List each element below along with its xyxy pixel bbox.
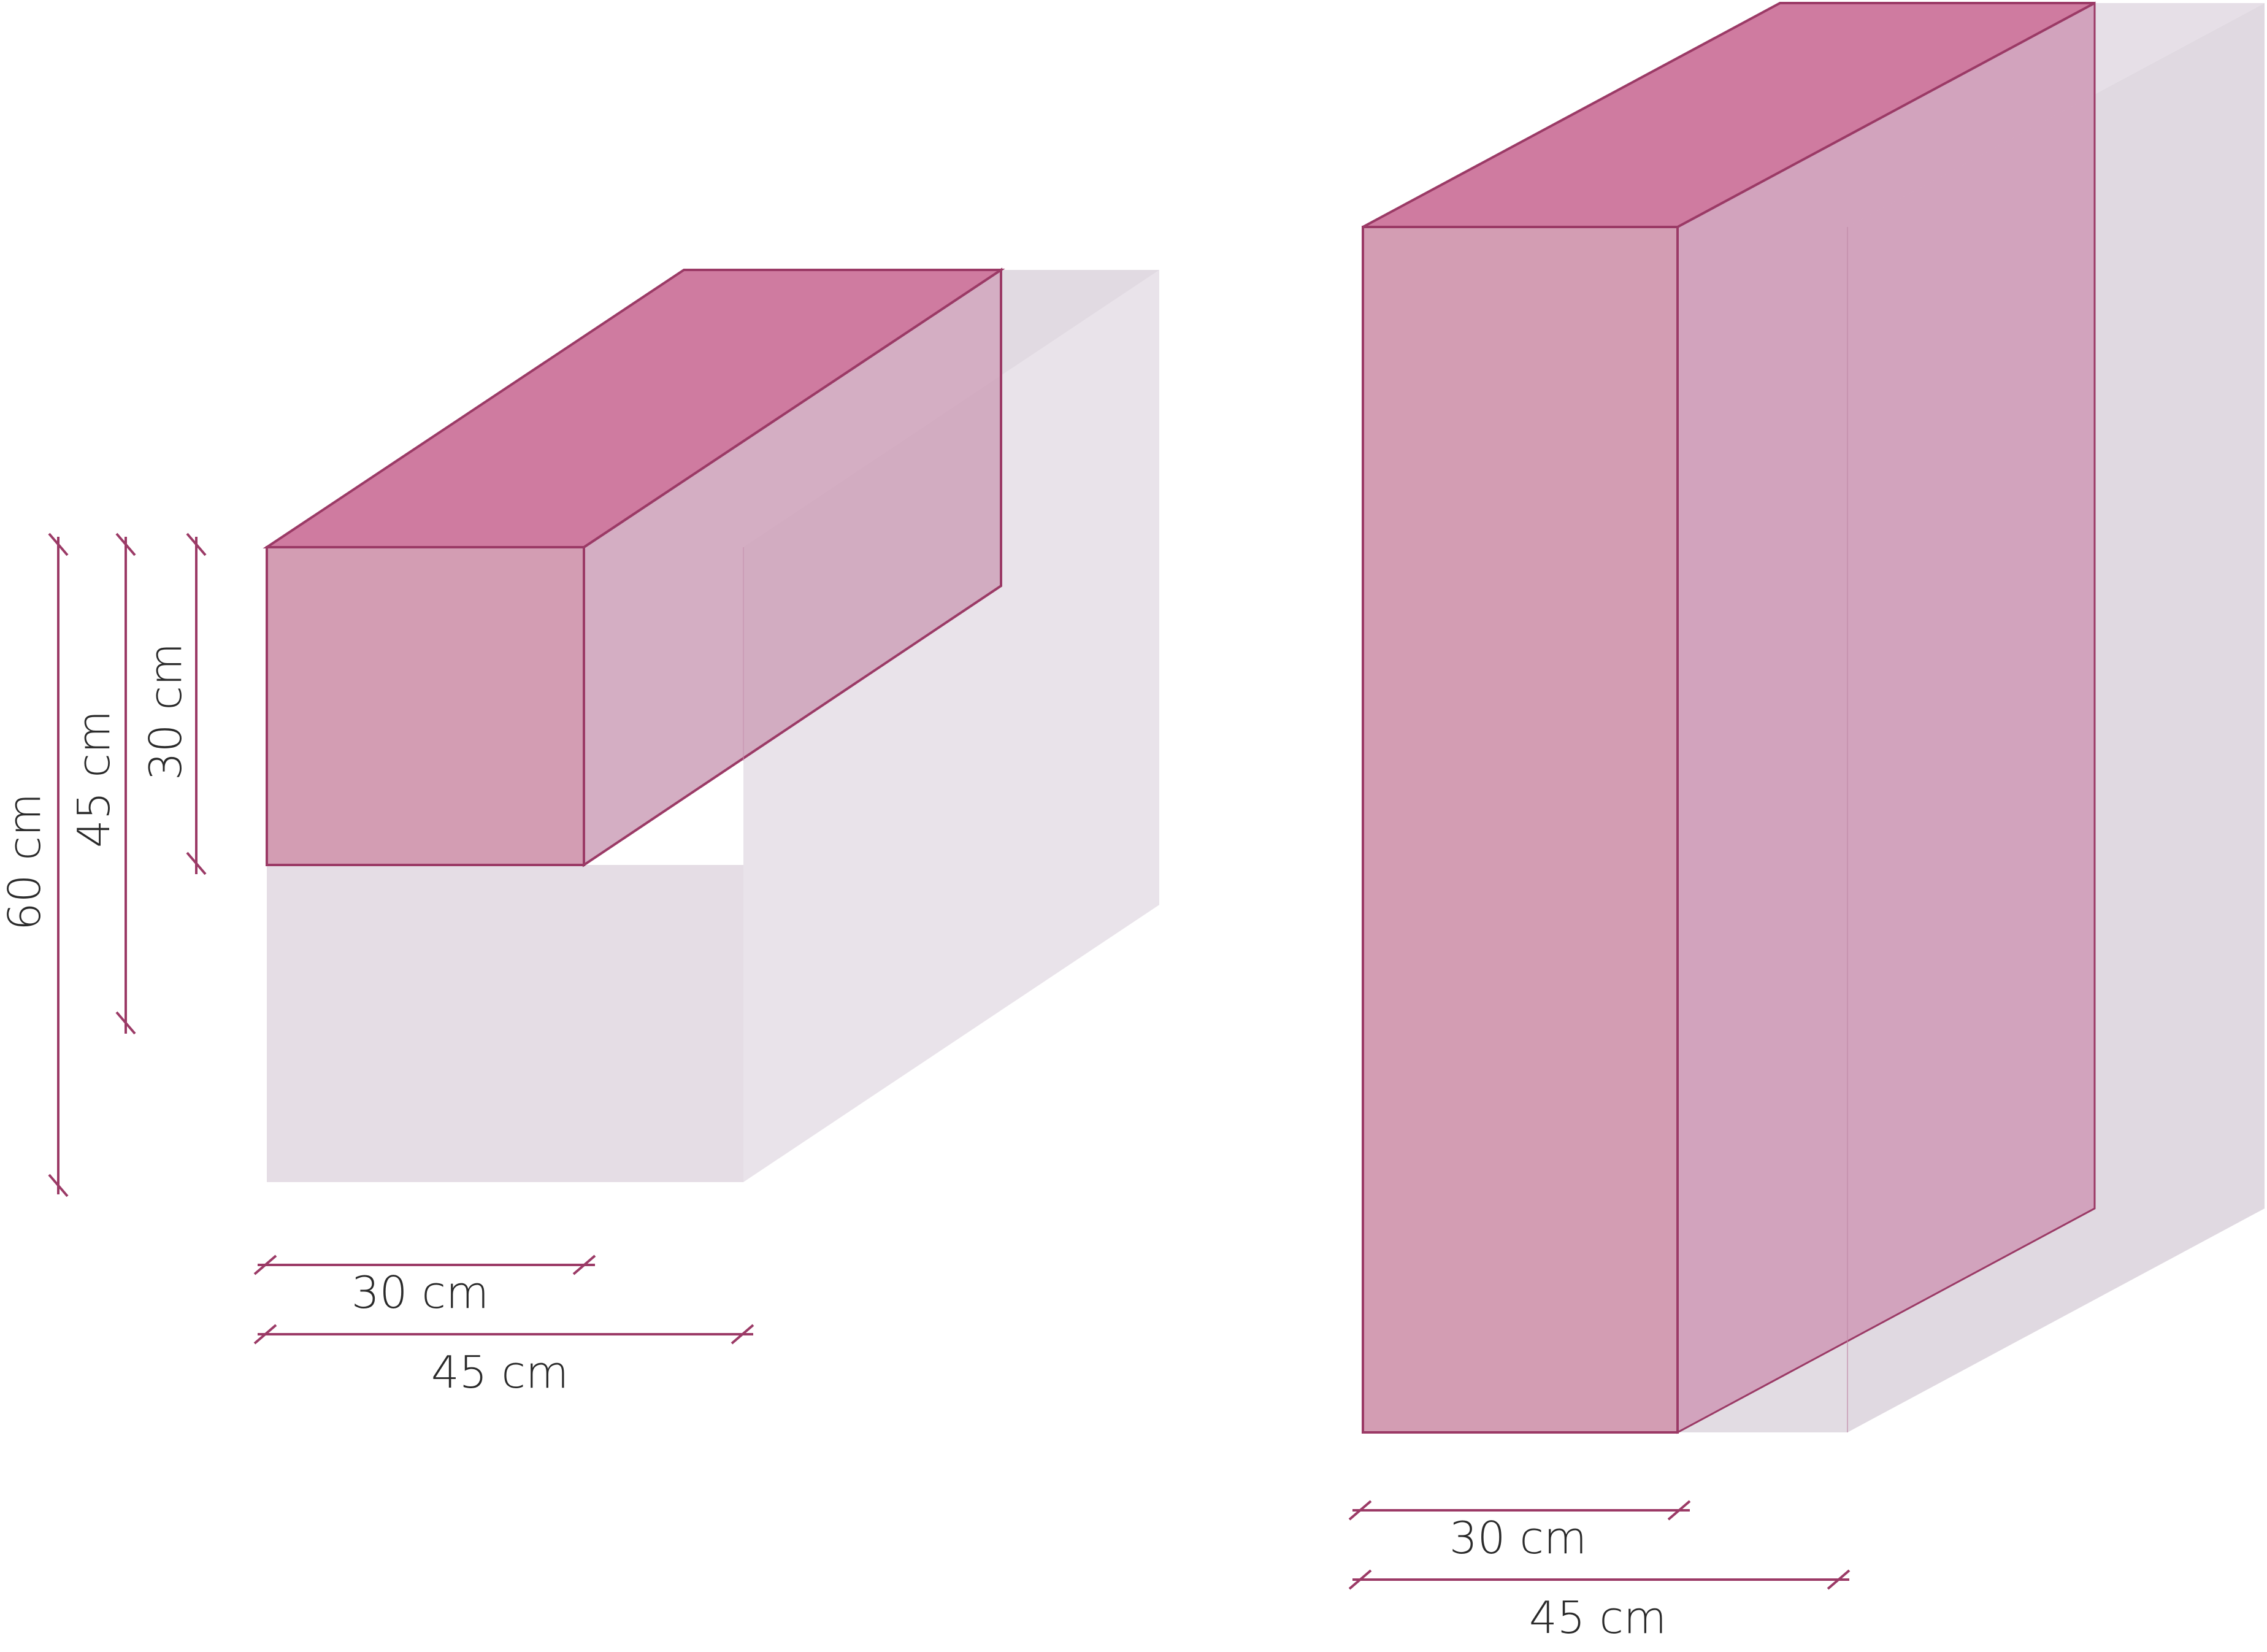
left-height-label-30: 30 cm [140,643,191,780]
dim-tick-w45-left [253,1324,277,1345]
dim-tick-rw45-left [1348,1569,1372,1590]
left-width-label-30: 30 cm [351,1267,489,1318]
dim-tick-rw30-right [1667,1500,1691,1521]
dim-tick-60-bottom [48,1174,69,1197]
left-height-dimensions [48,532,207,1197]
left-height-label-60: 60 cm [0,793,50,931]
dim-tick-30-top [186,532,207,556]
dim-tick-rw45-right [1827,1569,1851,1590]
dim-tick-45-bottom [115,1011,136,1035]
right-width-label-30: 30 cm [1449,1512,1587,1564]
right-block-front-face [1362,226,1679,1434]
left-block-front-face [266,546,585,866]
dim-tick-w30-left [253,1254,277,1275]
dim-tick-w45-right [731,1324,754,1345]
right-block [1362,1,2265,1434]
right-width-label-45: 45 cm [1529,1592,1667,1643]
left-width-label-45: 45 cm [431,1347,569,1398]
dim-tick-rw30-left [1348,1500,1372,1521]
dim-tick-30-bottom [186,851,207,875]
dim-tick-45-top [115,532,136,556]
dim-tick-w30-right [572,1254,596,1275]
left-block [263,267,1159,1182]
left-width-dimensions [253,1254,754,1345]
left-height-label-45: 45 cm [68,710,120,848]
right-block-side-face [1676,1,2096,1434]
dim-tick-60-top [48,532,69,556]
left-ghost-front-face [267,865,743,1182]
right-width-dimensions [1348,1500,1851,1590]
